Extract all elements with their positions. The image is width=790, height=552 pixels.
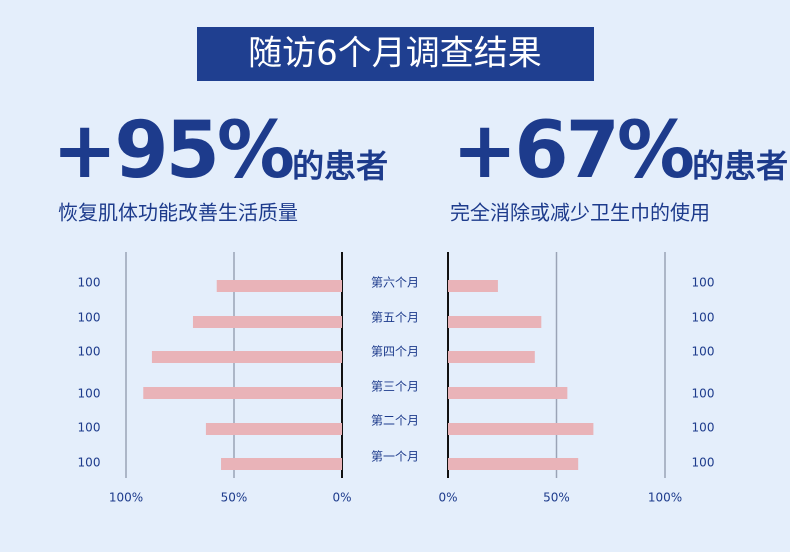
- x-tick-label: 100%: [109, 491, 143, 505]
- x-tick-label: 0%: [332, 491, 351, 505]
- side-label: 100: [78, 387, 101, 401]
- side-label: 100: [78, 345, 101, 359]
- headline-suffix: 的患者: [692, 147, 788, 185]
- side-label: 100: [78, 421, 101, 435]
- headline-suffix: 的患者: [292, 147, 388, 185]
- side-label: 100: [78, 311, 101, 325]
- headline: +95%的患者: [52, 106, 388, 196]
- headline-value: +67%: [452, 106, 693, 196]
- side-label: 100: [692, 311, 715, 325]
- title-box: [197, 27, 594, 81]
- side-label: 100: [692, 456, 715, 470]
- x-tick-label: 0%: [438, 491, 457, 505]
- bar: [192, 316, 342, 328]
- headline-value: +95%: [52, 106, 293, 196]
- side-label: 100: [692, 345, 715, 359]
- side-label: 100: [692, 387, 715, 401]
- bar: [448, 458, 579, 470]
- bar: [216, 280, 342, 292]
- bar: [448, 316, 542, 328]
- category-label: 第四个月: [371, 345, 419, 359]
- side-label: 100: [692, 421, 715, 435]
- x-tick-label: 100%: [648, 491, 682, 505]
- x-tick-label: 50%: [221, 491, 248, 505]
- bar: [143, 387, 342, 399]
- category-label: 第一个月: [371, 450, 419, 464]
- bar: [448, 351, 535, 363]
- bar: [448, 423, 594, 435]
- bar: [448, 280, 498, 292]
- category-label: 第五个月: [371, 311, 419, 325]
- subtitle: 恢复肌体功能改善生活质量: [58, 201, 298, 225]
- x-tick-label: 50%: [543, 491, 570, 505]
- category-label: 第二个月: [371, 414, 419, 428]
- bar: [151, 351, 342, 363]
- bar: [221, 458, 342, 470]
- category-label: 第三个月: [371, 380, 419, 394]
- bar: [205, 423, 342, 435]
- title: 随访6个月调查结果: [248, 34, 542, 74]
- side-label: 100: [692, 276, 715, 290]
- side-label: 100: [78, 276, 101, 290]
- subtitle: 完全消除或减少卫生巾的使用: [450, 201, 710, 225]
- headline: +67%的患者: [452, 106, 788, 196]
- category-label: 第六个月: [371, 276, 419, 290]
- bar: [448, 387, 568, 399]
- side-label: 100: [78, 456, 101, 470]
